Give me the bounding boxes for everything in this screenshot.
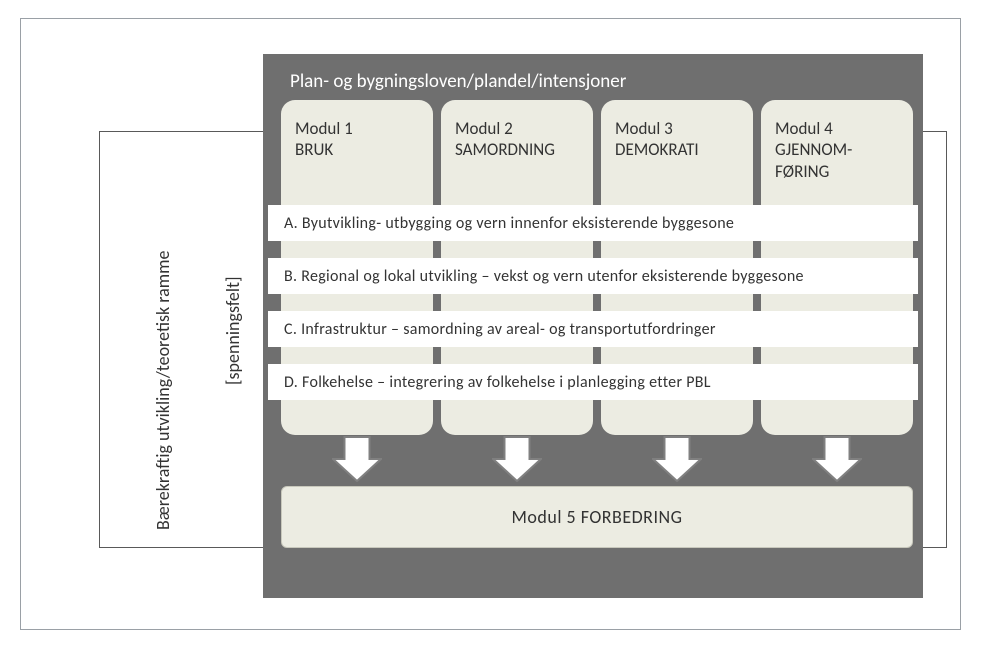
down-arrow-icon (812, 436, 862, 482)
module-1-name: BRUK (295, 139, 333, 160)
vertical-label-main: Bærekraftig utvikling/teoretisk ramme (152, 250, 174, 530)
band-a: A. Byutvikling- utbygging og vern innenf… (268, 205, 918, 241)
vertical-label-sub: [spenningsfelt] (222, 276, 244, 385)
band-d-text: D. Folkehelse – integrering av folkehels… (284, 373, 711, 392)
header-title: Plan- og bygningsloven/plandel/intensjon… (290, 70, 626, 93)
band-d: D. Folkehelse – integrering av folkehels… (268, 364, 918, 400)
module-4-name-a: GJENNOM- (775, 139, 852, 160)
module-3-num: Modul 3 (615, 118, 673, 139)
module-4-num: Modul 4 (775, 118, 833, 139)
module-1-num: Modul 1 (295, 118, 353, 139)
band-c: C. Infrastruktur – samordning av areal- … (268, 311, 918, 347)
down-arrow-icon (332, 436, 382, 482)
module-2-name: SAMORDNING (455, 139, 555, 160)
module-5: Modul 5 FORBEDRING (281, 486, 913, 548)
band-a-text: A. Byutvikling- utbygging og vern innenf… (284, 214, 734, 233)
band-b: B. Regional og lokal utvikling – vekst o… (268, 258, 918, 294)
band-c-text: C. Infrastruktur – samordning av areal- … (284, 320, 716, 339)
module-5-label: Modul 5 FORBEDRING (512, 506, 683, 528)
down-arrow-icon (652, 436, 702, 482)
module-3-name: DEMOKRATI (615, 139, 699, 160)
band-b-text: B. Regional og lokal utvikling – vekst o… (284, 267, 804, 286)
module-2-num: Modul 2 (455, 118, 513, 139)
down-arrow-icon (492, 436, 542, 482)
module-4-name-b: FØRING (775, 161, 829, 182)
